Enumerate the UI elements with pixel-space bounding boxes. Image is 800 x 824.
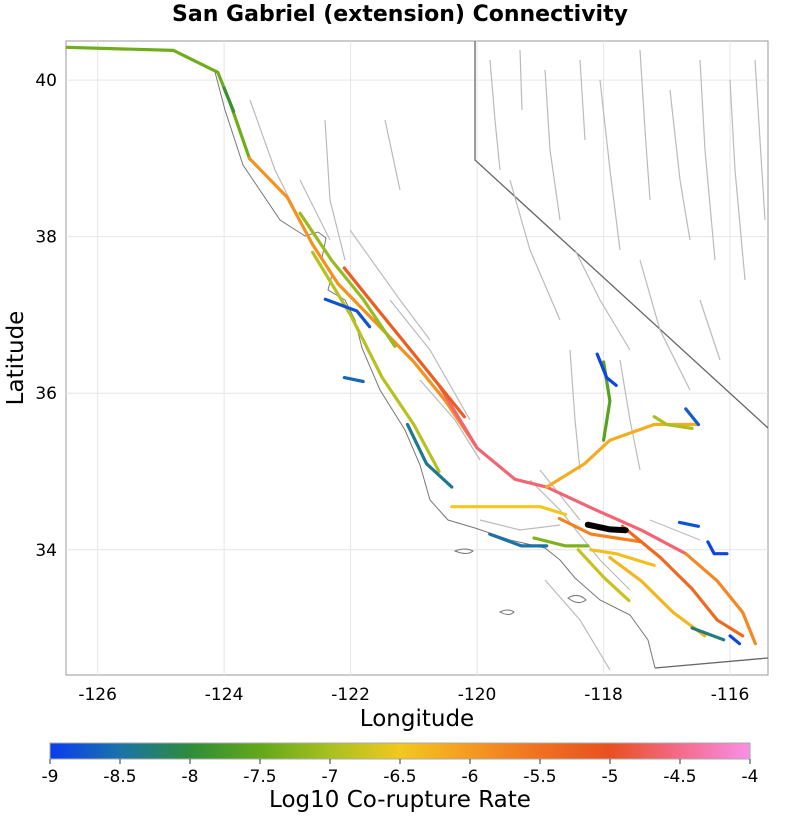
y-axis-label: Latitude [3,310,29,406]
x-tick-label: -118 [584,685,623,705]
y-tick-label: 40 [35,71,57,91]
island-2 [498,609,515,615]
fault-trace [342,266,466,419]
fault-trace [576,548,631,603]
fault-trace [706,540,729,556]
target-fault [584,521,629,534]
colorbar-tick-label: -6.5 [383,767,416,787]
colorbar-tick-label: -9 [42,767,59,787]
x-tick-label: -126 [78,685,117,705]
fault-trace [405,422,454,489]
basemap-outlines [214,41,768,671]
colorbar-tick-label: -8.5 [103,767,136,787]
x-tick-label: -120 [458,685,497,705]
colorbar-tick-label: -8 [182,767,199,787]
fault-trace [532,536,590,548]
fault-trace [557,516,644,544]
colorbar-tick-label: -5.5 [523,767,556,787]
fault-trace [450,505,568,517]
fault-trace [620,524,745,638]
fault-trace [311,250,441,474]
fault-trace [652,415,694,430]
fault-trace [684,552,757,646]
y-tick-label: 38 [35,228,57,248]
colorbar-label: Log10 Co-rupture Rate [269,787,531,813]
colorbar-tick-label: -7.5 [243,767,276,787]
colorbar-tick-label: -7 [322,767,339,787]
fault-trace [247,156,479,450]
x-axis-label: Longitude [359,706,475,732]
y-tick-label: 36 [35,384,57,404]
colorbar [49,742,751,760]
y-tick-label: 34 [35,541,57,561]
fault-trace [728,634,742,646]
colorbar-tick-label: -4.5 [663,767,696,787]
grid-lines [66,41,768,675]
target-fault-trace [584,521,629,534]
rupture-faults [66,45,757,646]
fault-trace [595,352,618,387]
colorbar-tick-label: -5 [602,767,619,787]
y-axis-ticks: 34 36 38 40 [35,71,57,561]
fault-trace [690,626,726,642]
x-axis-ticks: -126 -124 -122 -120 -118 -116 [78,685,749,705]
fault-trace [66,45,251,160]
colorbar-tick-label: -6 [462,767,479,787]
x-tick-label: -124 [205,685,244,705]
coastline [214,71,656,669]
colorbar-ticks: -9 -8.5 -8 -7.5 -7 -6.5 -6 -5.5 -5 -4.5 -4 [42,759,759,787]
mexico-boundary [654,657,768,669]
island-3 [567,594,587,604]
colorbar-tick-label: -4 [742,767,759,787]
fault-trace [342,376,365,384]
chart-title: San Gabriel (extension) Connectivity [172,2,628,27]
island-1 [453,548,474,554]
x-tick-label: -122 [331,685,370,705]
fault-trace [684,407,700,427]
fault-trace [589,548,656,567]
fault-trace [677,520,700,528]
fault-trace [323,297,372,329]
x-tick-label: -116 [711,685,750,705]
fault-trace [298,211,397,348]
state-boundary [474,41,768,429]
fault-trace [608,556,707,638]
fault-trace [488,532,549,548]
fault-trace [222,86,236,113]
